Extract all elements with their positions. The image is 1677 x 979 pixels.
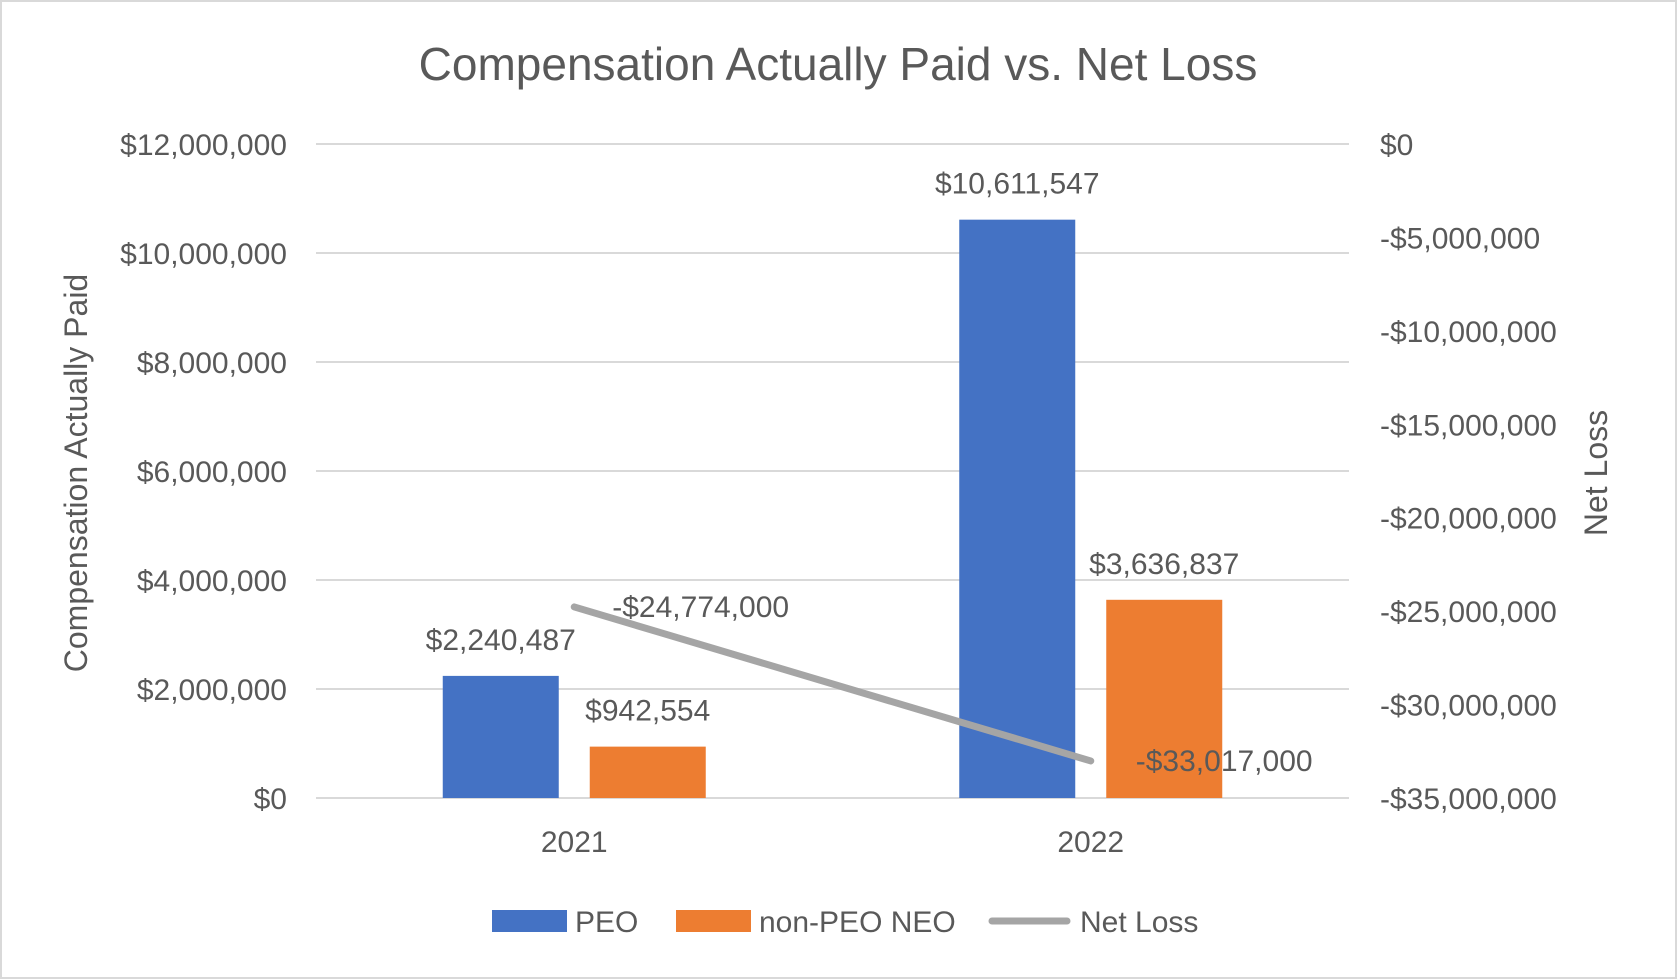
- legend: PEO non-PEO NEO Net Loss: [492, 906, 1198, 939]
- chart-title: Compensation Actually Paid vs. Net Loss: [419, 38, 1258, 90]
- y-tick-label: $2,000,000: [137, 674, 287, 707]
- legend-swatch-peo: [492, 910, 567, 932]
- data-label: $10,611,547: [935, 168, 1100, 201]
- bar-non-peo-neo-2022: [1106, 599, 1223, 798]
- y-tick-label: $4,000,000: [137, 565, 287, 598]
- legend-swatch-non-peo-neo: [676, 910, 751, 932]
- y2-tick-label: -$20,000,000: [1380, 503, 1557, 536]
- y2-tick-label: -$5,000,000: [1380, 222, 1540, 255]
- right-axis-ticks: $0 -$5,000,000 -$10,000,000 -$15,000,000 -$2…: [1380, 129, 1557, 816]
- bars: [442, 219, 1223, 799]
- x-tick-label: 2022: [1057, 826, 1124, 859]
- y2-tick-label: -$15,000,000: [1380, 409, 1557, 442]
- y-axis-title: Compensation Actually Paid: [58, 274, 94, 672]
- data-label: $2,240,487: [426, 624, 576, 657]
- y2-tick-label: -$30,000,000: [1380, 690, 1557, 723]
- legend-label: Net Loss: [1080, 906, 1198, 939]
- x-axis-ticks: 2021 2022: [541, 826, 1124, 859]
- data-labels: $2,240,487 $942,554 $10,611,547 $3,636,837 -…: [426, 168, 1313, 778]
- y-tick-label: $6,000,000: [137, 456, 287, 489]
- y2-tick-label: -$25,000,000: [1380, 596, 1557, 629]
- net-loss-line: [570, 603, 1095, 765]
- y-tick-label: $12,000,000: [120, 129, 287, 162]
- y2-tick-label: $0: [1380, 129, 1413, 162]
- y-tick-label: $8,000,000: [137, 347, 287, 380]
- bar-peo-2022: [959, 219, 1076, 799]
- data-label: $3,636,837: [1089, 548, 1239, 581]
- data-label: $942,554: [585, 695, 710, 728]
- y2-tick-label: -$35,000,000: [1380, 783, 1557, 816]
- x-tick-label: 2021: [541, 826, 608, 859]
- y2-axis-title: Net Loss: [1578, 410, 1614, 536]
- y-tick-label: $0: [254, 783, 287, 816]
- bar-peo-2021: [442, 675, 559, 798]
- bar-non-peo-neo-2021: [589, 746, 706, 798]
- data-label: -$24,774,000: [612, 591, 789, 624]
- legend-label: PEO: [575, 906, 638, 939]
- left-axis-ticks: $0 $2,000,000 $4,000,000 $6,000,000 $8,000,0…: [120, 129, 287, 816]
- y-tick-label: $10,000,000: [120, 238, 287, 271]
- legend-label: non-PEO NEO: [759, 906, 956, 939]
- net-loss-line-group: [570, 603, 1095, 765]
- y2-tick-label: -$10,000,000: [1380, 316, 1557, 349]
- data-label: -$33,017,000: [1136, 745, 1313, 778]
